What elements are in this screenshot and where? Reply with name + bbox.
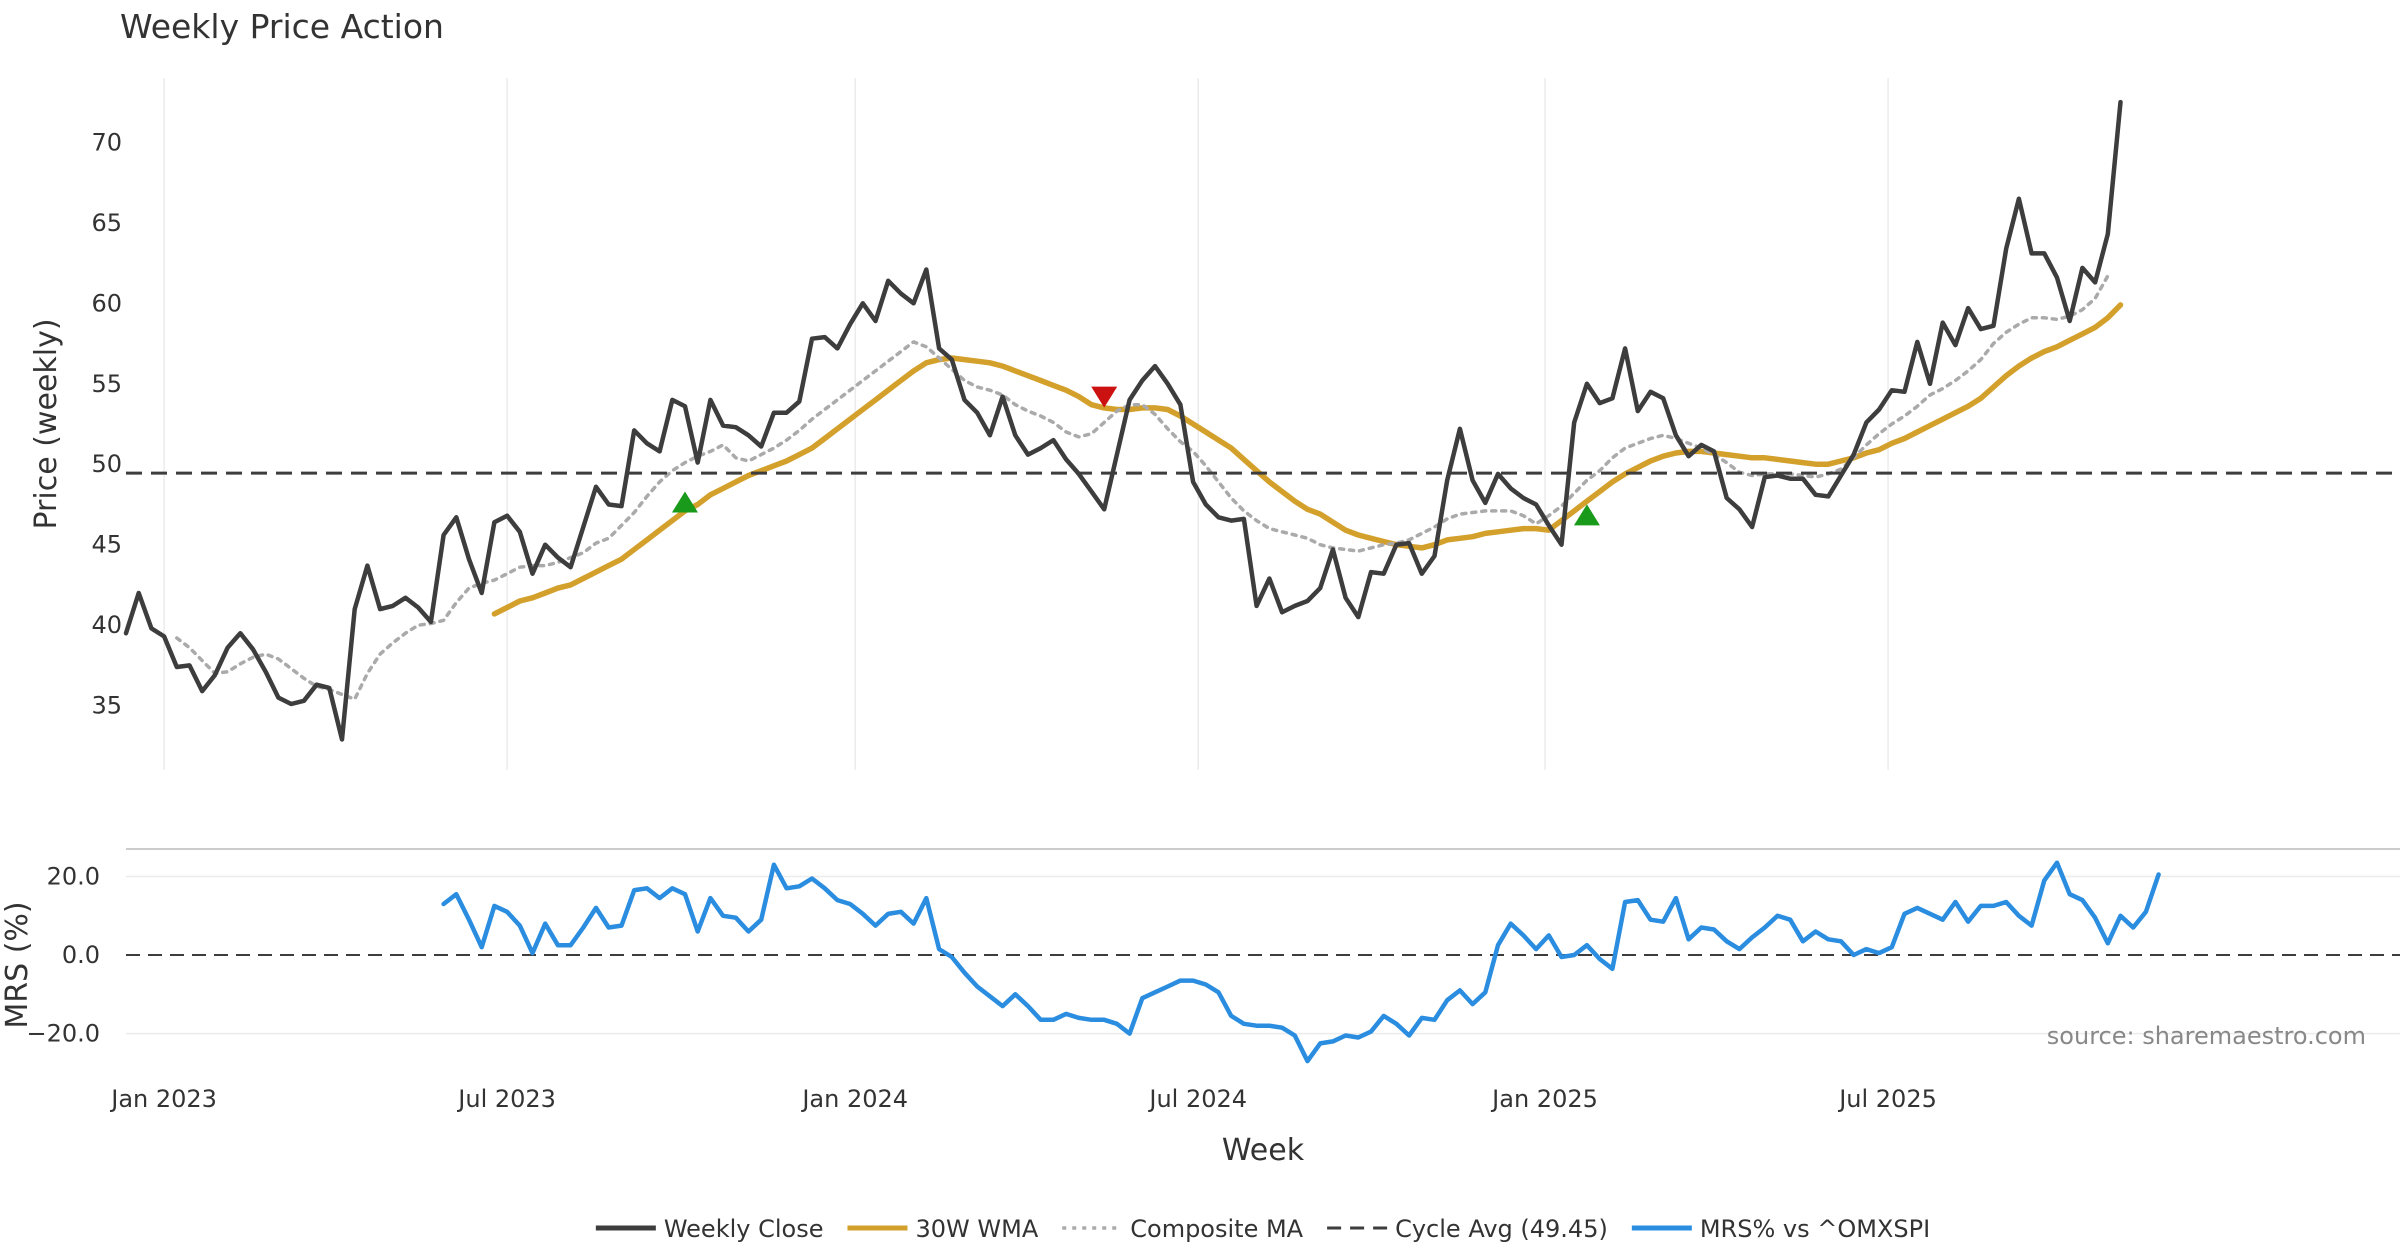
sell-signal-marker-1 bbox=[1091, 386, 1118, 408]
x-tick-label-jan-2025: Jan 2025 bbox=[1490, 1085, 1598, 1113]
mrs-grid bbox=[126, 875, 2400, 1035]
legend-item-composite-ma: Composite MA bbox=[1062, 1215, 1304, 1243]
series-mrs-vs-omxspi bbox=[441, 860, 2161, 1064]
legend-label-weekly-close: Weekly Close bbox=[664, 1215, 824, 1243]
source-annotation: source: sharemaestro.com bbox=[2047, 1022, 2366, 1050]
legend-label-30w-wma: 30W WMA bbox=[915, 1215, 1038, 1243]
legend-label-mrs-vs-omxspi: MRS% vs ^OMXSPI bbox=[1700, 1215, 1930, 1243]
mrs-y-tick-1: 0.0 bbox=[62, 941, 100, 969]
price-y-tick-35: 35 bbox=[91, 692, 122, 720]
chart-title: Weekly Price Action bbox=[120, 7, 444, 46]
price-y-tick-55: 55 bbox=[91, 370, 122, 398]
price-y-tick-40: 40 bbox=[91, 611, 122, 639]
price-grid bbox=[163, 78, 1889, 770]
legend-label-composite-ma: Composite MA bbox=[1130, 1215, 1303, 1243]
x-tick-label-jan-2024: Jan 2024 bbox=[800, 1085, 908, 1113]
legend-item-30w-wma: 30W WMA bbox=[847, 1215, 1039, 1243]
x-tick-label-jul-2024: Jul 2024 bbox=[1147, 1085, 1247, 1113]
price-y-axis-title: Price (weekly) bbox=[29, 318, 64, 529]
price-y-tick-70: 70 bbox=[91, 128, 122, 156]
legend: Weekly Close 30W WMA Composite MA Cycle Avg… bbox=[595, 1215, 1930, 1243]
price-markers bbox=[671, 386, 1600, 526]
x-axis-title: Week bbox=[1222, 1133, 1305, 1168]
mrs-panel: 20.0 0.0 −20.0 MRS (%) source: sharemaestr… bbox=[0, 848, 2400, 1064]
legend-item-weekly-close: Weekly Close bbox=[595, 1215, 824, 1243]
x-tick-label-jan-2023: Jan 2023 bbox=[109, 1085, 217, 1113]
series-weekly-close bbox=[123, 99, 2123, 742]
x-tick-label-jul-2023: Jul 2023 bbox=[456, 1085, 556, 1113]
price-y-tick-50: 50 bbox=[91, 450, 122, 478]
price-y-tick-65: 65 bbox=[91, 209, 122, 237]
price-y-ticks: 35 40 45 50 55 60 65 70 bbox=[91, 128, 122, 719]
price-series bbox=[123, 99, 2400, 742]
mrs-y-ticks: 20.0 0.0 −20.0 bbox=[26, 862, 100, 1047]
buy-signal-marker-0 bbox=[671, 491, 698, 513]
price-y-tick-60: 60 bbox=[91, 289, 122, 317]
mrs-y-tick-0: 20.0 bbox=[47, 862, 100, 890]
x-axis-ticks: Jan 2023 Jul 2023 Jan 2024 Jul 2024 Jan 2025… bbox=[109, 1085, 1937, 1113]
legend-item-cycle-avg-49-45: Cycle Avg (49.45) bbox=[1327, 1215, 1608, 1243]
x-tick-label-jul-2025: Jul 2025 bbox=[1837, 1085, 1937, 1113]
buy-signal-marker-2 bbox=[1573, 504, 1600, 526]
mrs-y-axis-title: MRS (%) bbox=[0, 901, 35, 1028]
price-panel: 35 40 45 50 55 60 65 70 Price (weekly) bbox=[29, 78, 2400, 770]
legend-item-mrs-vs-omxspi: MRS% vs ^OMXSPI bbox=[1631, 1215, 1930, 1243]
legend-label-cycle-avg-49-45: Cycle Avg (49.45) bbox=[1395, 1215, 1608, 1243]
price-y-tick-45: 45 bbox=[91, 531, 122, 559]
mrs-y-tick-2: −20.0 bbox=[26, 1020, 100, 1048]
mrs-series bbox=[441, 860, 2161, 1064]
